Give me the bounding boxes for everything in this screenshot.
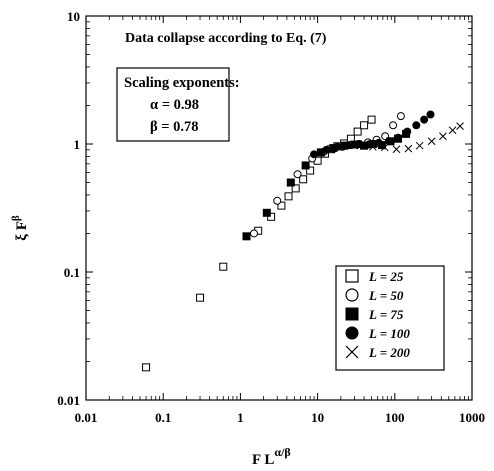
legend-marker-open-circle bbox=[345, 288, 359, 302]
data-point-filled-circle bbox=[374, 138, 383, 147]
data-point-filled-square bbox=[242, 232, 251, 241]
x-tick-label: 100 bbox=[385, 410, 405, 425]
data-point-filled-square bbox=[286, 178, 295, 187]
cross-stroke bbox=[427, 137, 436, 146]
data-point-filled-circle bbox=[393, 133, 402, 142]
data-point-open-circle bbox=[249, 229, 258, 238]
data-point-open-circle bbox=[293, 170, 302, 179]
data-point-open-square bbox=[299, 175, 308, 184]
data-point-open-square bbox=[360, 121, 369, 130]
data-point-filled-circle bbox=[310, 150, 319, 159]
data-point-cross bbox=[392, 145, 401, 154]
data-point-filled-circle bbox=[412, 121, 421, 130]
annotation-heading: Scaling exponents: bbox=[124, 75, 240, 91]
legend-label-l25: L = 25 bbox=[368, 269, 404, 284]
plot-area bbox=[85, 15, 473, 401]
cross-stroke bbox=[343, 141, 351, 149]
scaling-exponents-box: Scaling exponents: α = 0.98 β = 0.78 bbox=[116, 67, 240, 142]
x-axis-label: F Lα/β bbox=[252, 445, 291, 468]
cross-stroke bbox=[404, 144, 413, 153]
annotation-alpha: α = 0.98 bbox=[150, 97, 199, 113]
chart-title: Data collapse according to Eq. (7) bbox=[125, 31, 327, 46]
data-point-cross bbox=[343, 141, 351, 149]
cross-stroke bbox=[356, 141, 365, 150]
y-axis-label-main: ξ F bbox=[14, 221, 30, 241]
x-tick-label: 0.01 bbox=[75, 410, 98, 425]
data-point-cross bbox=[448, 126, 457, 135]
data-point-cross bbox=[356, 141, 365, 150]
y-tick-label: 1 bbox=[74, 137, 81, 152]
legend-label-l200: L = 200 bbox=[368, 345, 410, 360]
data-point-open-square bbox=[367, 115, 376, 124]
data-point-filled-circle bbox=[333, 142, 342, 151]
y-axis: 0.01 0.1 1 10 bbox=[57, 9, 472, 408]
annotation-frame bbox=[116, 67, 230, 142]
x-axis: 0.01 0.1 1 10 100 1000 bbox=[75, 16, 485, 425]
cross-stroke bbox=[380, 143, 389, 152]
cross-stroke bbox=[439, 132, 447, 141]
x-tick-label: 0.1 bbox=[155, 410, 171, 425]
data-point-open-square bbox=[219, 262, 228, 271]
annotation-beta: β = 0.78 bbox=[150, 119, 199, 135]
legend-marker-filled-circle bbox=[345, 326, 359, 340]
data-point-filled-square bbox=[301, 161, 310, 170]
data-point-open-square bbox=[196, 293, 205, 302]
data-point-open-circle bbox=[396, 112, 405, 121]
x-axis-label-main: F L bbox=[252, 452, 274, 468]
legend-label-l100: L = 100 bbox=[368, 326, 410, 341]
data-point-filled-square bbox=[262, 208, 271, 217]
y-axis-label: ξ Fβ bbox=[10, 215, 30, 241]
data-point-filled-circle bbox=[322, 145, 331, 154]
y-tick-label: 10 bbox=[67, 9, 80, 24]
data-point-open-square bbox=[306, 166, 315, 175]
data-point-cross bbox=[439, 132, 447, 141]
cross-stroke bbox=[448, 126, 457, 135]
legend-marker-cross bbox=[345, 345, 359, 359]
legend: L = 25 L = 50 L = 75 L = 100 L = 200 bbox=[335, 265, 445, 371]
data-point-filled-circle bbox=[364, 140, 373, 149]
data-point-open-square bbox=[353, 127, 362, 136]
data-point-filled-circle bbox=[384, 137, 393, 146]
data-point-cross bbox=[380, 143, 389, 152]
data-point-open-square bbox=[142, 363, 151, 372]
cross-stroke bbox=[345, 345, 359, 359]
data-point-open-circle bbox=[389, 121, 398, 130]
cross-stroke bbox=[392, 145, 401, 154]
data-point-cross bbox=[404, 144, 413, 153]
cross-stroke bbox=[369, 142, 377, 151]
data-point-open-square bbox=[291, 184, 300, 193]
x-tick-label: 1 bbox=[237, 410, 244, 425]
legend-marker-filled-square bbox=[345, 307, 359, 321]
data-point-open-square bbox=[277, 201, 286, 210]
cross-stroke bbox=[415, 141, 424, 150]
x-axis-label-exponent: α/β bbox=[274, 445, 290, 459]
legend-label-l75: L = 75 bbox=[368, 307, 404, 322]
data-point-cross bbox=[427, 137, 436, 146]
data-point-filled-circle bbox=[403, 127, 412, 136]
data-point-cross bbox=[415, 141, 424, 150]
cross-stroke bbox=[456, 122, 464, 130]
legend-label-l50: L = 50 bbox=[368, 288, 404, 303]
data-point-filled-circle bbox=[426, 110, 435, 119]
legend-marker-open-square bbox=[345, 269, 359, 283]
data-point-open-square bbox=[284, 192, 293, 201]
y-tick-label: 0.01 bbox=[57, 393, 80, 408]
data-point-open-circle bbox=[273, 196, 282, 205]
legend-markers bbox=[345, 269, 359, 359]
data-point-filled-circle bbox=[344, 141, 353, 150]
data-point-cross bbox=[456, 122, 464, 130]
data-point-filled-circle bbox=[420, 115, 429, 124]
y-tick-label: 0.1 bbox=[64, 265, 80, 280]
data-points bbox=[142, 110, 464, 372]
data-point-cross bbox=[369, 142, 377, 151]
y-axis-label-exponent: β bbox=[10, 215, 22, 221]
x-tick-label: 10 bbox=[311, 410, 324, 425]
x-tick-label: 1000 bbox=[459, 410, 485, 425]
